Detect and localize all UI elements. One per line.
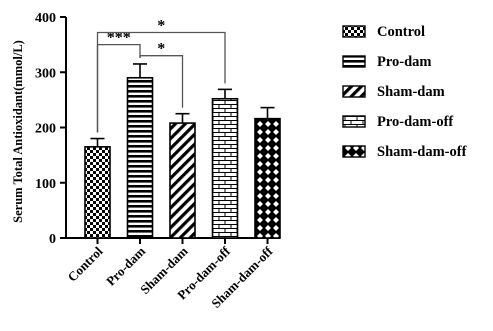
significance-label: * bbox=[157, 41, 165, 58]
y-tick-label: 200 bbox=[35, 122, 56, 137]
legend-swatch bbox=[342, 55, 366, 68]
bar-control bbox=[84, 146, 111, 239]
significance-label: * bbox=[157, 17, 165, 34]
legend-label: Sham-dam bbox=[377, 84, 445, 100]
legend: Control Pro-dam Sham-dam Pro-dam-off Sham-da… bbox=[342, 24, 467, 160]
y-tick-label: 300 bbox=[35, 66, 56, 81]
legend-label: Pro-dam bbox=[377, 54, 432, 70]
y-axis-label: Serum Total Antioxidant(mmol/L) bbox=[11, 40, 25, 223]
legend-label: Control bbox=[377, 24, 425, 40]
significance-brackets: ***** bbox=[96, 17, 226, 133]
legend-swatch bbox=[342, 25, 366, 38]
significance-label: *** bbox=[107, 30, 131, 47]
y-tick-label: 100 bbox=[35, 177, 56, 192]
legend-swatch bbox=[342, 85, 366, 98]
legend-swatch bbox=[342, 145, 366, 158]
legend-label: Pro-dam-off bbox=[377, 114, 453, 130]
bar-sham-dam bbox=[169, 122, 196, 239]
significance-bracket bbox=[96, 31, 226, 133]
bar-pro-dam bbox=[126, 76, 154, 239]
y-tick-label: 0 bbox=[49, 232, 56, 247]
bar-pro-dam-off bbox=[211, 97, 239, 239]
legend-swatch bbox=[342, 115, 366, 128]
x-tick-label: Control bbox=[65, 243, 106, 284]
significance-bracket bbox=[139, 55, 184, 108]
legend-label: Sham-dam-off bbox=[377, 144, 467, 160]
bar-sham-dam-off bbox=[254, 117, 281, 239]
y-tick-label: 400 bbox=[35, 11, 56, 26]
bars bbox=[84, 63, 281, 239]
